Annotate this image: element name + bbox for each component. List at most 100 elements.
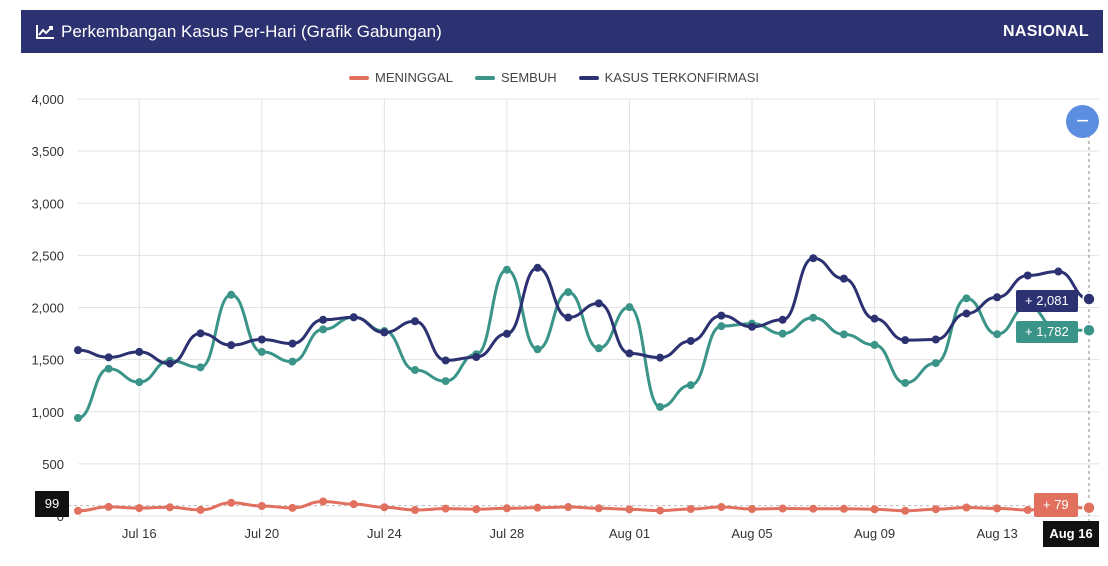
data-point-kasus-terkonfirmasi[interactable] bbox=[165, 359, 174, 368]
data-point-kasus-terkonfirmasi[interactable] bbox=[288, 339, 297, 348]
data-point-meninggal[interactable] bbox=[288, 503, 297, 512]
data-point-meninggal[interactable] bbox=[686, 505, 695, 514]
data-point-meninggal[interactable] bbox=[411, 506, 419, 515]
data-point-meninggal[interactable] bbox=[227, 498, 236, 507]
data-point-sembuh[interactable] bbox=[717, 322, 726, 331]
data-point-meninggal[interactable] bbox=[901, 506, 910, 515]
data-point-kasus-terkonfirmasi[interactable] bbox=[656, 353, 665, 362]
data-point-kasus-terkonfirmasi[interactable] bbox=[686, 336, 695, 345]
data-point-kasus-terkonfirmasi[interactable] bbox=[227, 341, 236, 350]
data-point-meninggal[interactable] bbox=[349, 500, 358, 509]
data-point-kasus-terkonfirmasi[interactable] bbox=[135, 347, 144, 356]
data-point-kasus-terkonfirmasi[interactable] bbox=[809, 254, 818, 263]
data-point-sembuh[interactable] bbox=[656, 402, 665, 411]
data-point-kasus-terkonfirmasi[interactable] bbox=[594, 299, 603, 308]
data-point-kasus-terkonfirmasi[interactable] bbox=[319, 315, 328, 324]
data-point-sembuh[interactable] bbox=[931, 359, 940, 368]
data-point-meninggal[interactable] bbox=[594, 504, 603, 513]
data-point-sembuh[interactable] bbox=[257, 347, 266, 356]
data-point-kasus-terkonfirmasi[interactable] bbox=[1054, 267, 1063, 276]
data-point-kasus-terkonfirmasi[interactable] bbox=[839, 274, 848, 283]
data-point-kasus-terkonfirmasi[interactable] bbox=[502, 329, 511, 338]
data-point-meninggal[interactable] bbox=[165, 503, 174, 512]
data-point-meninggal[interactable] bbox=[656, 506, 665, 515]
data-point-kasus-terkonfirmasi[interactable] bbox=[1023, 271, 1032, 280]
data-point-sembuh[interactable] bbox=[411, 366, 419, 375]
data-point-meninggal[interactable] bbox=[135, 504, 144, 513]
data-point-sembuh[interactable] bbox=[870, 340, 879, 349]
data-point-meninggal[interactable] bbox=[74, 506, 82, 515]
data-point-sembuh[interactable] bbox=[502, 265, 511, 274]
data-point-meninggal[interactable] bbox=[748, 505, 756, 514]
data-point-meninggal[interactable] bbox=[839, 504, 848, 513]
data-point-meninggal[interactable] bbox=[993, 504, 1002, 513]
data-point-kasus-terkonfirmasi[interactable] bbox=[931, 335, 940, 344]
data-point-kasus-terkonfirmasi[interactable] bbox=[901, 336, 910, 345]
data-point-meninggal[interactable] bbox=[533, 503, 542, 512]
data-point-meninggal[interactable] bbox=[472, 505, 481, 514]
data-point-kasus-terkonfirmasi[interactable] bbox=[778, 315, 787, 324]
data-point-sembuh[interactable] bbox=[196, 363, 205, 372]
data-point-kasus-terkonfirmasi[interactable] bbox=[349, 313, 358, 322]
data-point-meninggal[interactable] bbox=[104, 502, 113, 511]
legend-item-meninggal[interactable]: MENINGGAL bbox=[349, 70, 453, 85]
data-point-kasus-terkonfirmasi[interactable] bbox=[993, 293, 1002, 302]
data-point-meninggal[interactable] bbox=[196, 505, 205, 514]
series-line-meninggal[interactable] bbox=[77, 500, 1089, 513]
data-point-meninggal[interactable] bbox=[962, 503, 971, 512]
data-point-kasus-terkonfirmasi[interactable] bbox=[748, 322, 756, 331]
series-line-kasus-terkonfirmasi[interactable] bbox=[77, 256, 1090, 366]
data-point-meninggal[interactable] bbox=[717, 503, 726, 512]
data-point-kasus-terkonfirmasi[interactable] bbox=[625, 349, 634, 358]
data-point-kasus-terkonfirmasi[interactable] bbox=[196, 329, 205, 338]
data-point-sembuh[interactable] bbox=[104, 364, 113, 373]
data-point-kasus-terkonfirmasi[interactable] bbox=[380, 328, 389, 337]
data-point-sembuh[interactable] bbox=[625, 303, 634, 312]
data-point-kasus-terkonfirmasi[interactable] bbox=[870, 314, 879, 323]
data-point-kasus-terkonfirmasi[interactable] bbox=[104, 353, 113, 362]
data-point-sembuh[interactable] bbox=[288, 357, 297, 366]
data-point-meninggal[interactable] bbox=[319, 497, 328, 506]
data-point-sembuh[interactable] bbox=[993, 330, 1002, 339]
data-point-sembuh[interactable] bbox=[809, 313, 818, 322]
data-point-meninggal[interactable] bbox=[809, 504, 818, 513]
data-point-sembuh[interactable] bbox=[1082, 323, 1096, 337]
data-point-sembuh[interactable] bbox=[74, 414, 82, 423]
data-point-kasus-terkonfirmasi[interactable] bbox=[533, 263, 542, 272]
data-point-meninggal[interactable] bbox=[870, 505, 879, 514]
data-point-sembuh[interactable] bbox=[564, 288, 573, 297]
data-point-sembuh[interactable] bbox=[778, 329, 787, 338]
data-point-sembuh[interactable] bbox=[839, 330, 848, 339]
data-point-sembuh[interactable] bbox=[962, 294, 971, 303]
data-point-kasus-terkonfirmasi[interactable] bbox=[962, 309, 971, 318]
data-point-meninggal[interactable] bbox=[441, 504, 450, 513]
data-point-meninggal[interactable] bbox=[1082, 501, 1096, 515]
data-point-sembuh[interactable] bbox=[686, 381, 695, 390]
data-point-meninggal[interactable] bbox=[778, 504, 787, 513]
legend-item-kasus[interactable]: KASUS TERKONFIRMASI bbox=[578, 70, 759, 85]
data-point-sembuh[interactable] bbox=[594, 344, 603, 353]
data-point-meninggal[interactable] bbox=[625, 505, 634, 514]
data-point-sembuh[interactable] bbox=[135, 378, 144, 387]
data-point-meninggal[interactable] bbox=[564, 503, 573, 512]
data-point-meninggal[interactable] bbox=[1023, 505, 1032, 514]
data-point-kasus-terkonfirmasi[interactable] bbox=[74, 346, 82, 355]
data-point-kasus-terkonfirmasi[interactable] bbox=[472, 353, 481, 362]
data-point-sembuh[interactable] bbox=[441, 377, 450, 386]
legend-item-sembuh[interactable]: SEMBUH bbox=[475, 70, 557, 85]
data-point-kasus-terkonfirmasi[interactable] bbox=[564, 313, 573, 322]
data-point-kasus-terkonfirmasi[interactable] bbox=[717, 311, 726, 320]
data-point-meninggal[interactable] bbox=[931, 505, 940, 514]
data-point-sembuh[interactable] bbox=[901, 378, 910, 387]
data-point-kasus-terkonfirmasi[interactable] bbox=[441, 356, 450, 365]
series-line-sembuh[interactable] bbox=[77, 268, 1089, 420]
data-point-kasus-terkonfirmasi[interactable] bbox=[1082, 292, 1096, 306]
zoom-out-button[interactable]: − bbox=[1066, 105, 1099, 138]
region-label[interactable]: NASIONAL bbox=[1003, 23, 1089, 40]
data-point-meninggal[interactable] bbox=[502, 504, 511, 513]
data-point-kasus-terkonfirmasi[interactable] bbox=[411, 317, 419, 326]
data-point-meninggal[interactable] bbox=[257, 501, 266, 510]
data-point-meninggal[interactable] bbox=[380, 503, 389, 512]
data-point-kasus-terkonfirmasi[interactable] bbox=[257, 335, 266, 344]
